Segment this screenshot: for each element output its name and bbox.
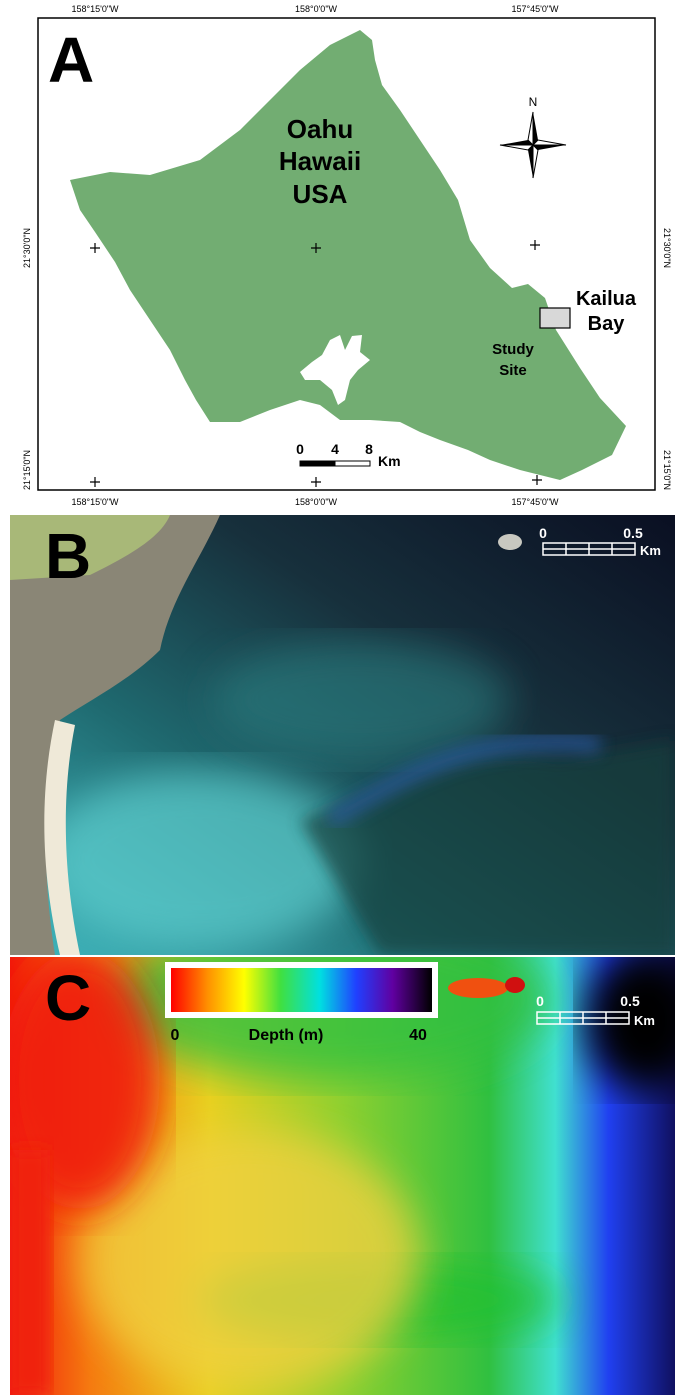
site-label-line: Site (499, 362, 527, 379)
scale-unit: Km (634, 1013, 655, 1028)
island-name-line: Hawaii (279, 146, 361, 176)
left-coord: 21°15'0"N (22, 450, 32, 490)
islet (498, 534, 522, 550)
scale-tick-label: 0.5 (620, 993, 640, 1009)
top-coord: 158°15'0"W (71, 4, 119, 14)
shallow-water (40, 770, 360, 950)
right-coord: 21°15'0"N (662, 450, 672, 490)
north-label: N (529, 95, 538, 109)
satellite-image (10, 515, 675, 955)
top-coord: 158°0'0"W (295, 4, 338, 14)
scale-segment (335, 461, 370, 466)
islet (505, 977, 525, 993)
right-coord: 21°30'0"N (662, 228, 672, 268)
scale-segment (300, 461, 335, 466)
panel-c: 0 Depth (m) 40 C 0 0.5 Km (0, 920, 681, 1395)
bottom-coord: 158°0'0"W (295, 497, 338, 507)
scale-tick-label: 0 (539, 525, 547, 541)
site-name-line: Bay (588, 313, 626, 335)
shore-strip (10, 1150, 50, 1395)
panel-label: C (45, 962, 91, 1034)
panel-b: B 0 0.5 Km (10, 515, 675, 955)
page: N 0 4 8 Km A Oahu Hawaii USA Kailua Bay … (0, 0, 681, 1395)
scale-tick-label: 0.5 (623, 525, 643, 541)
colorbar-min: 0 (171, 1027, 180, 1044)
left-coord: 21°30'0"N (22, 228, 32, 268)
colorbar-gradient (171, 968, 432, 1012)
bottom-coord: 158°15'0"W (71, 497, 119, 507)
site-name-line: Kailua (576, 288, 637, 310)
scale-unit: Km (640, 543, 661, 558)
island-name-line: USA (293, 179, 348, 209)
panel-label: A (48, 24, 94, 96)
panel-label: B (45, 520, 91, 592)
top-coord: 157°45'0"W (511, 4, 559, 14)
colorbar-title: Depth (m) (249, 1027, 324, 1044)
bottom-coord: 157°45'0"W (511, 497, 559, 507)
scale-tick-label: 8 (365, 441, 373, 457)
scale-tick-label: 4 (331, 441, 339, 457)
reef (210, 640, 510, 760)
figure: N 0 4 8 Km A Oahu Hawaii USA Kailua Bay … (0, 0, 681, 1395)
panel-a: N 0 4 8 Km A Oahu Hawaii USA Kailua Bay … (22, 4, 672, 507)
islet (448, 978, 508, 998)
scale-tick-label: 0 (536, 993, 544, 1009)
colorbar-max: 40 (409, 1027, 427, 1044)
site-label-line: Study (492, 341, 534, 358)
study-box (540, 308, 570, 328)
island-name-line: Oahu (287, 114, 353, 144)
scale-unit: Km (378, 453, 401, 469)
scale-tick-label: 0 (296, 441, 304, 457)
